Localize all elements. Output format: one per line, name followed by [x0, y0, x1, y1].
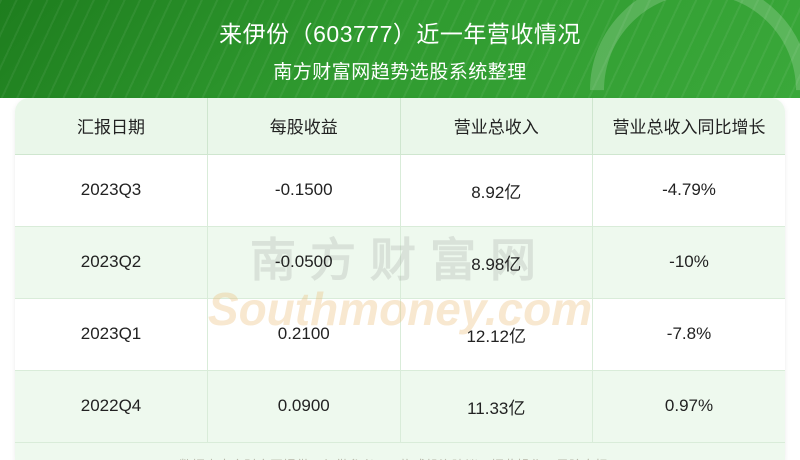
header-banner: 来伊份（603777）近一年营收情况 南方财富网趋势选股系统整理	[0, 0, 800, 98]
col-header-yoy: 营业总收入同比增长	[593, 98, 786, 154]
cell-date: 2023Q3	[15, 154, 208, 226]
cell-yoy: 0.97%	[593, 370, 786, 442]
cell-yoy: -4.79%	[593, 154, 786, 226]
cell-eps: 0.0900	[208, 370, 401, 442]
cell-yoy: -7.8%	[593, 298, 786, 370]
table-row[interactable]: 2023Q2 -0.0500 8.98亿 -10%	[15, 226, 785, 298]
cell-date: 2022Q4	[15, 370, 208, 442]
cell-revenue: 8.92亿	[400, 154, 593, 226]
cell-yoy: -10%	[593, 226, 786, 298]
report-page: 来伊份（603777）近一年营收情况 南方财富网趋势选股系统整理 南方财富网 S…	[0, 0, 800, 460]
table-header-row: 汇报日期 每股收益 营业总收入 营业总收入同比增长	[15, 98, 785, 154]
footer-row: 数据由南方财富网提供，仅供参考，不构成投资建议，据此操作，风险自担。	[15, 442, 785, 460]
report-subtitle: 南方财富网趋势选股系统整理	[273, 57, 527, 84]
cell-eps: -0.0500	[208, 226, 401, 298]
table-row[interactable]: 2023Q1 0.2100 12.12亿 -7.8%	[15, 298, 785, 370]
col-header-revenue: 营业总收入	[400, 98, 593, 154]
table-row[interactable]: 2023Q3 -0.1500 8.92亿 -4.79%	[15, 154, 785, 226]
earnings-table[interactable]: 汇报日期 每股收益 营业总收入 营业总收入同比增长 2023Q3 -0.1500…	[15, 98, 785, 460]
gauge-icon-decoration	[544, 0, 800, 98]
table-row[interactable]: 2022Q4 0.0900 11.33亿 0.97%	[15, 370, 785, 442]
disclaimer-text: 数据由南方财富网提供，仅供参考，不构成投资建议，据此操作，风险自担。	[15, 442, 785, 460]
report-title: 来伊份（603777）近一年营收情况	[219, 15, 581, 49]
col-header-date: 汇报日期	[15, 98, 208, 154]
cell-revenue: 12.12亿	[400, 298, 593, 370]
cell-eps: -0.1500	[208, 154, 401, 226]
cell-date: 2023Q1	[15, 298, 208, 370]
cell-eps: 0.2100	[208, 298, 401, 370]
cell-revenue: 8.98亿	[400, 226, 593, 298]
cell-revenue: 11.33亿	[400, 370, 593, 442]
col-header-eps: 每股收益	[208, 98, 401, 154]
data-table-container: 汇报日期 每股收益 营业总收入 营业总收入同比增长 2023Q3 -0.1500…	[15, 98, 785, 460]
cell-date: 2023Q2	[15, 226, 208, 298]
